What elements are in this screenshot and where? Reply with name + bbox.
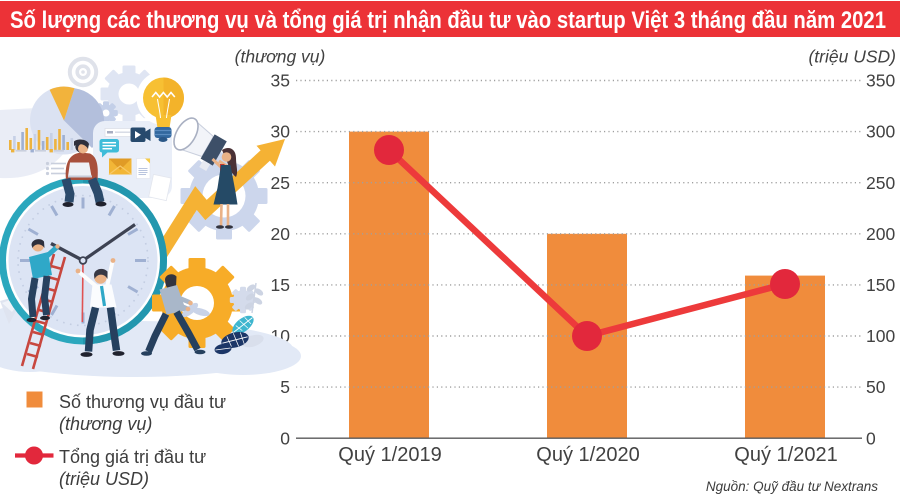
svg-text:350: 350	[866, 71, 895, 91]
svg-text:(triệu USD): (triệu USD)	[59, 469, 149, 489]
svg-text:0: 0	[280, 428, 290, 448]
svg-text:50: 50	[866, 377, 886, 397]
svg-text:100: 100	[866, 326, 895, 346]
svg-text:(thương vụ): (thương vụ)	[59, 414, 152, 434]
svg-text:(triệu USD): (triệu USD)	[808, 47, 896, 67]
svg-text:5: 5	[280, 377, 290, 397]
svg-text:Nguồn: Quỹ đầu tư Nextrans: Nguồn: Quỹ đầu tư Nextrans	[706, 479, 878, 494]
svg-text:35: 35	[271, 71, 290, 91]
svg-text:250: 250	[866, 173, 895, 193]
svg-text:Số thương vụ đầu tư: Số thương vụ đầu tư	[59, 392, 226, 412]
svg-text:Tổng giá trị đầu tư: Tổng giá trị đầu tư	[59, 447, 206, 467]
svg-text:200: 200	[866, 224, 895, 244]
svg-text:20: 20	[271, 224, 291, 244]
svg-text:Số lượng các thương vụ và tổng: Số lượng các thương vụ và tổng giá trị n…	[10, 7, 886, 34]
svg-text:Quý 1/2020: Quý 1/2020	[536, 444, 639, 466]
svg-text:150: 150	[866, 275, 895, 295]
svg-text:Quý 1/2019: Quý 1/2019	[338, 444, 441, 466]
svg-text:0: 0	[866, 428, 876, 448]
svg-text:25: 25	[271, 173, 290, 193]
svg-text:300: 300	[866, 122, 895, 142]
svg-text:15: 15	[271, 275, 290, 295]
svg-text:30: 30	[271, 122, 291, 142]
svg-text:Quý 1/2021: Quý 1/2021	[734, 444, 837, 466]
svg-text:(thương vụ): (thương vụ)	[235, 47, 326, 67]
